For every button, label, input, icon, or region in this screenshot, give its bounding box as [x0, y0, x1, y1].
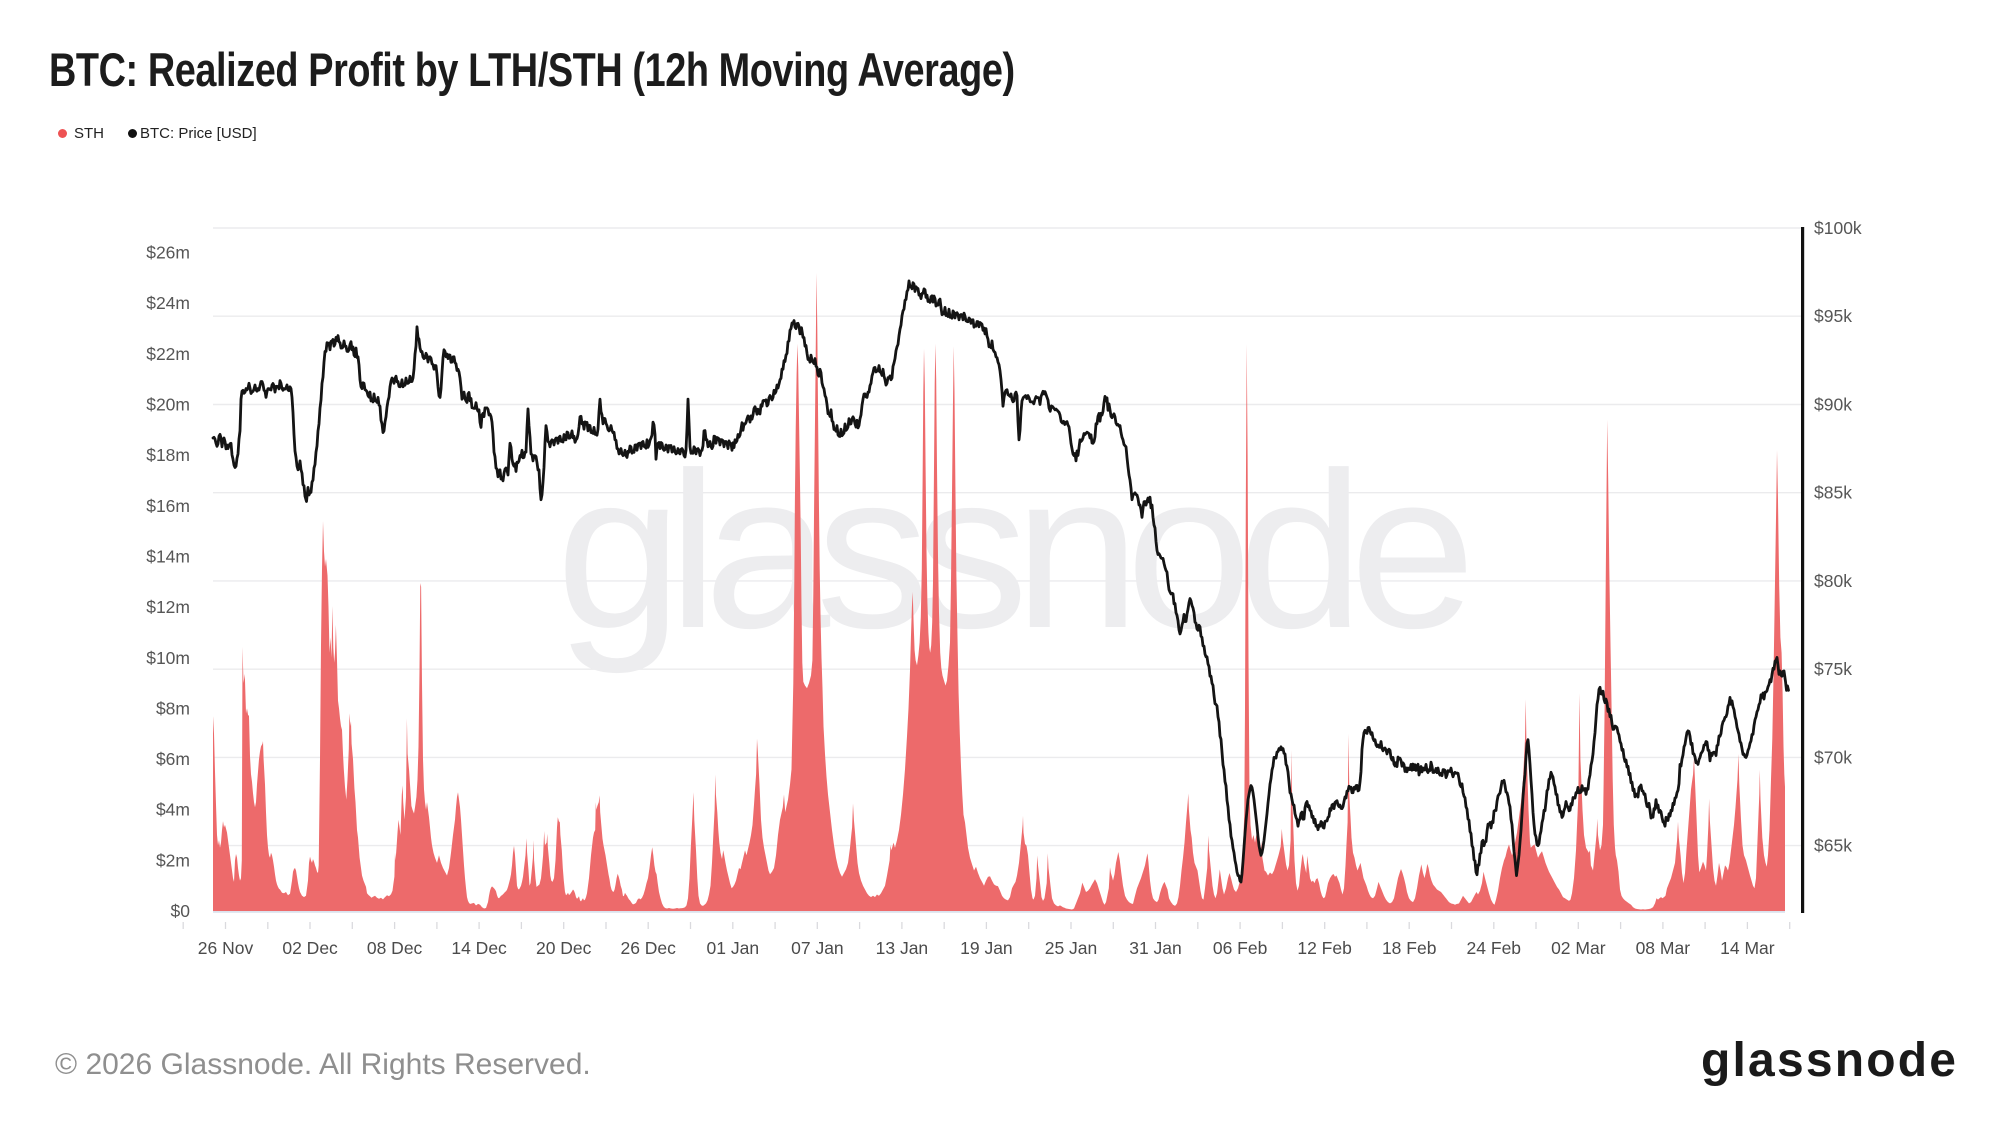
svg-text:26 Dec: 26 Dec — [620, 938, 676, 958]
svg-text:06 Feb: 06 Feb — [1213, 938, 1267, 958]
svg-text:$6m: $6m — [156, 749, 190, 769]
svg-text:14 Dec: 14 Dec — [451, 938, 507, 958]
svg-text:$8m: $8m — [156, 698, 190, 718]
svg-text:$70k: $70k — [1814, 747, 1852, 767]
svg-text:$95k: $95k — [1814, 306, 1852, 326]
svg-text:02 Mar: 02 Mar — [1551, 938, 1606, 958]
svg-text:31 Jan: 31 Jan — [1129, 938, 1182, 958]
svg-text:$0: $0 — [171, 901, 191, 921]
svg-text:24 Feb: 24 Feb — [1467, 938, 1521, 958]
svg-text:$22m: $22m — [146, 344, 190, 364]
svg-text:13 Jan: 13 Jan — [876, 938, 929, 958]
svg-text:25 Jan: 25 Jan — [1045, 938, 1098, 958]
svg-text:07 Jan: 07 Jan — [791, 938, 844, 958]
svg-text:$24m: $24m — [146, 293, 190, 313]
svg-text:$100k: $100k — [1814, 218, 1862, 238]
svg-text:$85k: $85k — [1814, 483, 1852, 503]
svg-text:02 Dec: 02 Dec — [282, 938, 338, 958]
svg-text:14 Mar: 14 Mar — [1720, 938, 1775, 958]
svg-text:26 Nov: 26 Nov — [198, 938, 254, 958]
svg-text:08 Dec: 08 Dec — [367, 938, 423, 958]
svg-text:$20m: $20m — [146, 395, 190, 415]
svg-text:$14m: $14m — [146, 547, 190, 567]
svg-text:$4m: $4m — [156, 800, 190, 820]
svg-text:$75k: $75k — [1814, 659, 1852, 679]
svg-text:$65k: $65k — [1814, 836, 1852, 856]
svg-text:01 Jan: 01 Jan — [707, 938, 760, 958]
svg-text:12 Feb: 12 Feb — [1297, 938, 1351, 958]
svg-text:$10m: $10m — [146, 648, 190, 668]
svg-text:$26m: $26m — [146, 243, 190, 263]
svg-text:20 Dec: 20 Dec — [536, 938, 592, 958]
svg-text:18 Feb: 18 Feb — [1382, 938, 1436, 958]
svg-text:$90k: $90k — [1814, 395, 1852, 415]
svg-text:19 Jan: 19 Jan — [960, 938, 1013, 958]
svg-text:$2m: $2m — [156, 850, 190, 870]
svg-text:$18m: $18m — [146, 445, 190, 465]
svg-text:glassnode: glassnode — [556, 426, 1466, 674]
svg-text:$16m: $16m — [146, 496, 190, 516]
svg-text:$12m: $12m — [146, 597, 190, 617]
svg-text:08 Mar: 08 Mar — [1636, 938, 1691, 958]
svg-text:$80k: $80k — [1814, 571, 1852, 591]
